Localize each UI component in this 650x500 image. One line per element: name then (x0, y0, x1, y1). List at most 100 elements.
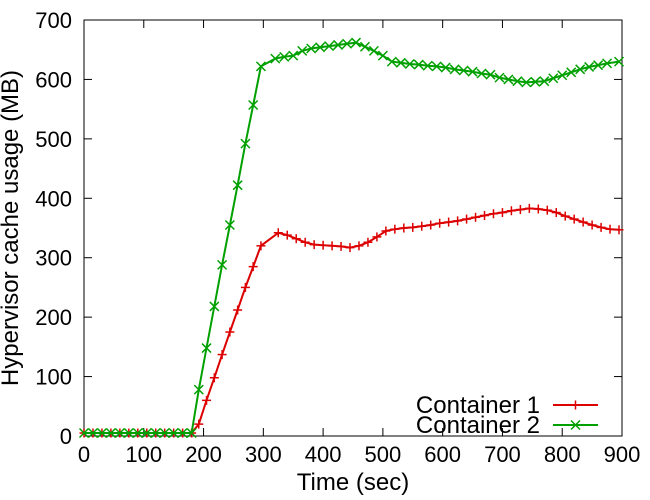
data-point (471, 212, 481, 222)
data-point (297, 45, 308, 56)
data-point (377, 50, 388, 61)
data-point (614, 225, 624, 235)
data-point (233, 305, 243, 315)
data-point (521, 77, 532, 88)
data-point (431, 61, 442, 72)
data-point (506, 206, 516, 216)
data-point (399, 223, 409, 233)
data-point (476, 68, 487, 79)
series-line (84, 41, 620, 434)
data-point (453, 216, 463, 226)
data-point (194, 419, 204, 429)
data-point (350, 37, 362, 48)
y-tick-label: 100 (35, 365, 72, 390)
data-point (141, 427, 152, 439)
y-tick-label: 300 (35, 246, 72, 271)
plot-frame (83, 19, 623, 437)
data-point (386, 56, 397, 67)
data-point (363, 237, 373, 247)
data-point (497, 208, 507, 218)
x-tick-label: 700 (484, 442, 521, 467)
data-point (96, 427, 107, 439)
data-point (201, 343, 212, 354)
data-point (217, 350, 227, 360)
data-point (288, 50, 299, 61)
data-point (551, 208, 561, 218)
data-point (408, 222, 418, 232)
x-tick-label: 500 (365, 442, 402, 467)
data-point (417, 221, 427, 231)
data-point (256, 241, 266, 251)
data-point (291, 234, 301, 244)
data-point (186, 427, 197, 439)
data-point (530, 76, 541, 87)
data-point (566, 67, 577, 78)
data-point (132, 427, 143, 439)
y-tick-label: 0 (60, 424, 72, 449)
data-point (209, 373, 219, 383)
data-point (524, 203, 534, 213)
data-point (444, 217, 454, 227)
data-point (596, 222, 606, 232)
data-point (177, 427, 188, 439)
y-tick-label: 500 (35, 127, 72, 152)
data-point (309, 240, 319, 250)
data-point (150, 427, 161, 439)
y-axis-label: Hypervisor cache usage (MB) (0, 70, 24, 386)
data-point (123, 427, 134, 439)
data-point (458, 65, 469, 76)
x-tick-label: 200 (185, 442, 222, 467)
x-tick-label: 100 (125, 442, 162, 467)
data-point (542, 205, 552, 215)
data-point (78, 427, 90, 439)
data-point (390, 224, 400, 234)
series-2 (78, 37, 625, 439)
y-tick-label: 400 (35, 186, 72, 211)
data-point (341, 38, 353, 49)
data-point (381, 226, 391, 236)
data-point (333, 39, 344, 50)
data-point (217, 259, 228, 270)
legend-label: Container 1 (416, 392, 540, 419)
data-point (300, 237, 310, 247)
data-point (413, 59, 424, 70)
data-point (593, 60, 604, 71)
data-point (368, 45, 379, 56)
data-point (426, 220, 436, 230)
x-tick-label: 600 (424, 442, 461, 467)
data-point (533, 204, 543, 214)
data-point (282, 230, 292, 240)
data-point (159, 427, 170, 439)
data-point (485, 69, 496, 80)
data-point (225, 327, 235, 337)
data-point (336, 241, 346, 251)
x-tick-label: 400 (305, 442, 342, 467)
data-point (324, 41, 335, 52)
data-point (202, 395, 212, 405)
series-1 (79, 203, 624, 438)
data-point (440, 62, 451, 73)
data-point (480, 211, 490, 221)
data-point (560, 211, 570, 221)
data-point (605, 224, 615, 234)
data-point (168, 427, 179, 439)
data-point (315, 42, 326, 53)
data-point (539, 76, 550, 87)
data-point (449, 64, 460, 75)
data-point (548, 73, 559, 84)
data-point (232, 180, 243, 191)
legend-marker (571, 400, 580, 410)
data-point (248, 262, 258, 272)
data-point (467, 66, 478, 77)
data-point (354, 241, 364, 251)
data-point (569, 214, 579, 224)
data-point (270, 53, 281, 64)
legend-marker (570, 419, 581, 431)
data-point (557, 70, 568, 81)
data-point (345, 243, 355, 253)
data-point (435, 218, 445, 228)
data-point (512, 76, 523, 87)
data-point (422, 60, 433, 71)
data-point (359, 41, 370, 52)
